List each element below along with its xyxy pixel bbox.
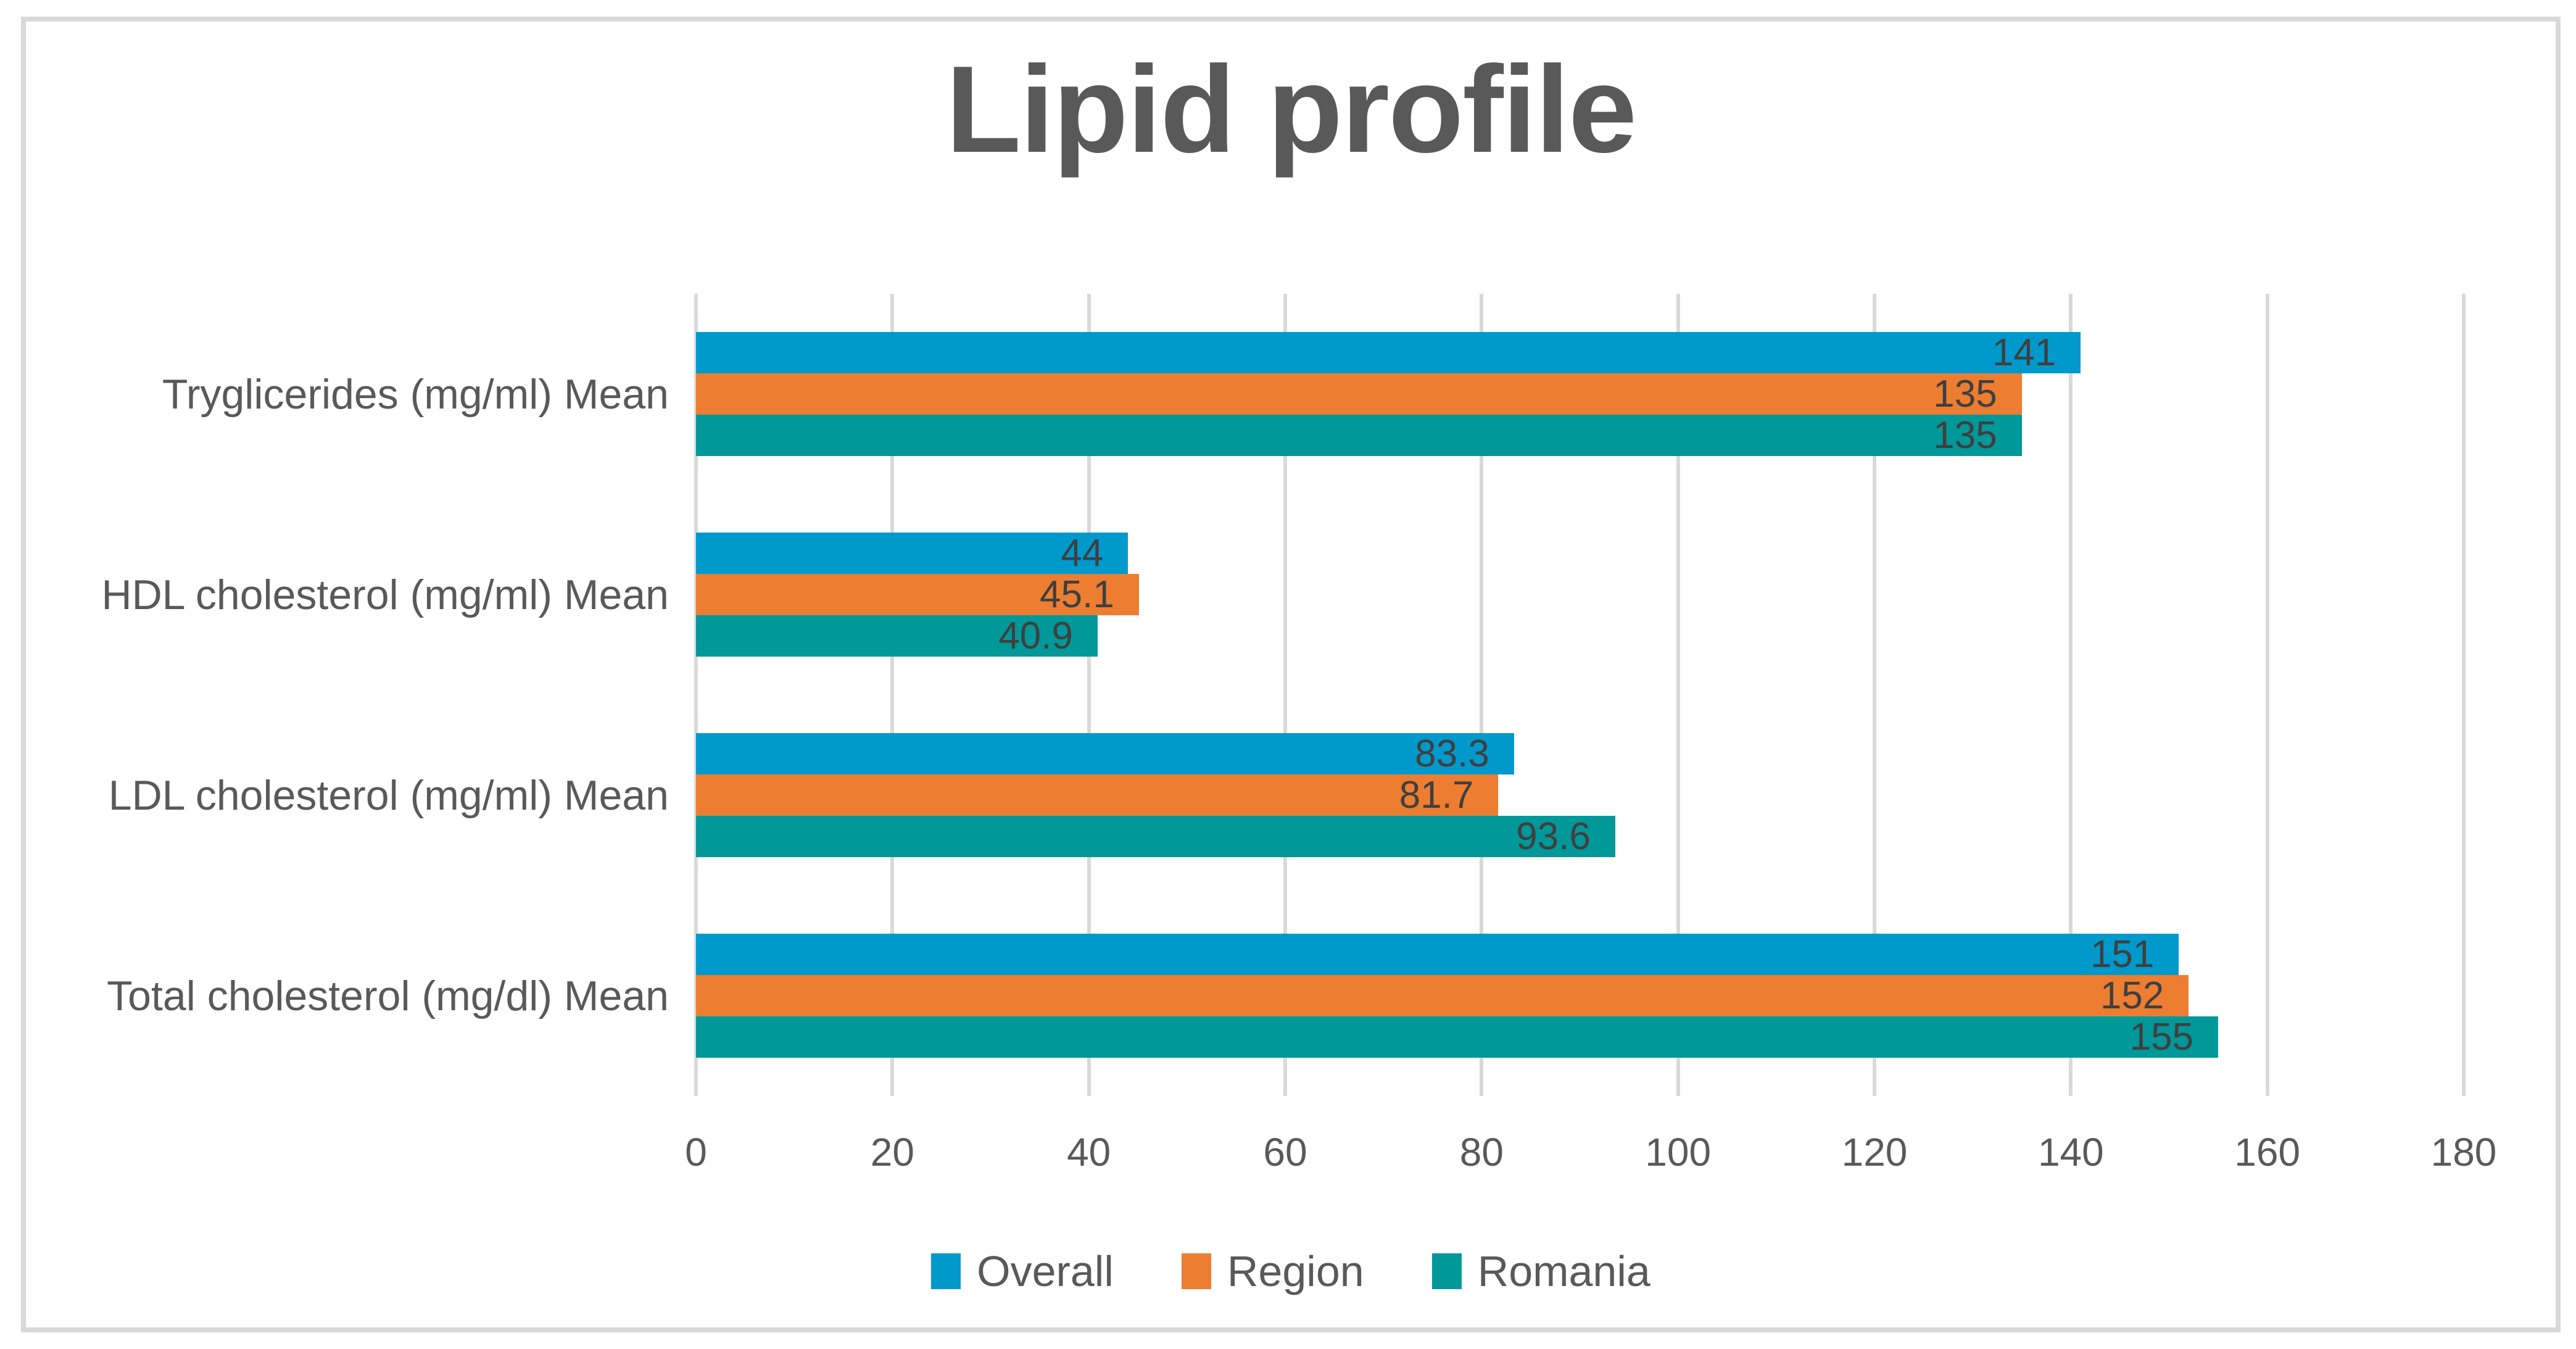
gridline [2069,294,2073,1096]
data-label: 141 [1992,331,2056,374]
axis-tick-label: 40 [1067,1130,1111,1174]
plot-area: 141 135 135 44 45.1 40.9 83.3 81.7 93.6 151 152 155 [694,294,2466,1096]
bar-overall: 83.3 [696,733,1514,774]
legend-label: Region [1227,1247,1364,1295]
bar-group: 151 152 155 [696,895,2464,1096]
gridline [1283,294,1287,1096]
data-label: 152 [2100,974,2164,1017]
axis-tick-label: 120 [1841,1130,1908,1174]
category-label: LDL cholesterol (mg/ml) Mean [108,771,669,819]
chart-title: Lipid profile [945,41,1637,178]
data-label: 135 [1933,413,1997,457]
axis-tick-label: 140 [2037,1130,2104,1174]
axis-tick-label: 160 [2234,1130,2301,1174]
data-label: 40.9 [998,614,1073,657]
bar-group: 44 45.1 40.9 [696,494,2464,695]
bar-group: 83.3 81.7 93.6 [696,695,2464,895]
data-label: 151 [2090,932,2155,976]
gridline [2462,294,2466,1096]
legend-swatch-icon [931,1253,961,1289]
legend-swatch-icon [1181,1253,1211,1289]
value-axis: 0 20 40 60 80 100 120 140 160 180 [685,1129,2496,1185]
bar-romania: 40.9 [696,615,1098,657]
gridline [1873,294,1876,1096]
legend-item-region: Region [1181,1247,1364,1296]
bar-region: 81.7 [696,773,1499,816]
category-label: Tryglicerides (mg/ml) Mean [162,370,669,418]
category-label: HDL cholesterol (mg/ml) Mean [101,571,669,618]
bar-group: 141 135 135 [696,294,2464,494]
gridline [1480,294,1484,1096]
data-label: 44 [1061,531,1104,575]
data-label: 83.3 [1415,732,1489,775]
axis-tick-label: 100 [1645,1130,1712,1174]
gridline [1676,294,1680,1096]
chart-frame: Lipid profile 141 135 135 44 45.1 40.9 83.3 81.… [21,17,2561,1332]
data-label: 81.7 [1399,773,1474,816]
legend-swatch-icon [1431,1253,1462,1289]
bar-overall: 151 [696,934,2179,975]
bar-overall: 141 [696,332,2081,373]
gridline [1087,294,1091,1096]
bar-romania: 135 [696,415,2022,456]
axis-tick-label: 180 [2430,1130,2497,1174]
axis-tick-label: 20 [870,1130,914,1174]
category-axis: Tryglicerides (mg/ml) Mean HDL cholestero… [26,294,669,1096]
bar-overall: 44 [696,531,1129,575]
gridline [694,294,698,1096]
category-label: Total cholesterol (mg/dl) Mean [107,972,669,1019]
legend-item-romania: Romania [1431,1247,1650,1296]
axis-tick-label: 60 [1263,1130,1307,1174]
legend-label: Romania [1477,1247,1650,1295]
data-label: 135 [1933,372,1997,415]
legend-label: Overall [977,1247,1114,1295]
gridline [2265,294,2269,1096]
gridline [890,294,895,1096]
bar-region: 152 [696,975,2189,1016]
axis-tick-label: 80 [1459,1130,1504,1174]
legend: Overall Region Romania [26,1240,2556,1302]
bar-rows: 141 135 135 44 45.1 40.9 83.3 81.7 93.6 151 152 155 [696,294,2464,1096]
bar-region: 45.1 [696,574,1139,615]
data-label: 155 [2129,1015,2194,1058]
data-label: 45.1 [1040,573,1114,616]
axis-tick-label: 0 [685,1130,707,1174]
bar-region: 135 [696,373,2022,415]
data-label: 93.6 [1516,815,1591,858]
bar-romania: 93.6 [696,816,1615,857]
bar-romania: 155 [696,1015,2219,1058]
legend-item-overall: Overall [931,1247,1114,1296]
